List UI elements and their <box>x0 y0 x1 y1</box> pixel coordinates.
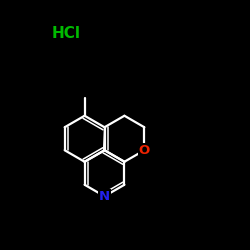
Text: O: O <box>139 144 150 157</box>
Text: HCl: HCl <box>52 26 81 41</box>
Text: N: N <box>99 190 110 203</box>
